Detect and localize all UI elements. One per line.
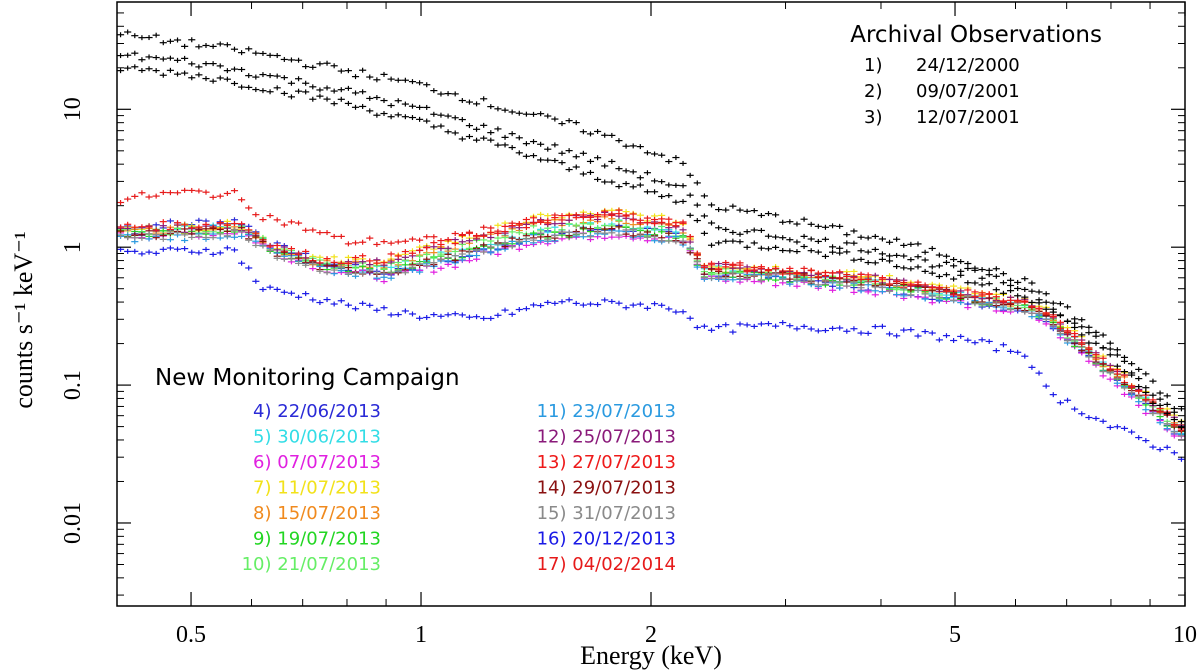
data-layer (117, 29, 1185, 462)
data-series (117, 187, 1185, 433)
data-series (117, 207, 1185, 424)
data-series (117, 29, 1185, 412)
data-series (117, 64, 1185, 430)
data-series (117, 50, 1185, 425)
data-series (117, 226, 1185, 439)
data-series (117, 245, 1185, 462)
data-series (117, 211, 1185, 431)
